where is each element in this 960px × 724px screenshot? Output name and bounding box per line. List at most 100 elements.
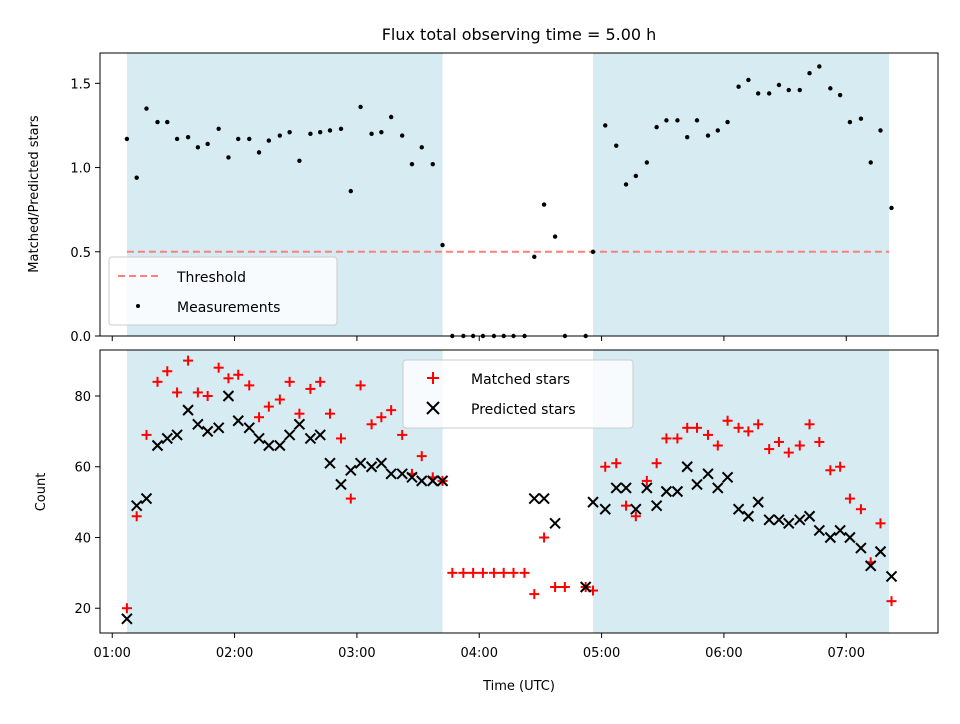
predicted-star-marker xyxy=(263,439,275,452)
predicted-star-marker xyxy=(121,613,133,625)
predicted-star-marker xyxy=(783,517,795,530)
matched-star-marker xyxy=(305,383,316,394)
matched-star-marker xyxy=(743,426,754,437)
predicted-star-marker xyxy=(579,581,592,593)
measurement-point xyxy=(247,136,252,142)
measurement-point xyxy=(776,82,782,88)
matched-star-marker xyxy=(223,373,234,384)
measurement-point xyxy=(603,123,608,128)
measurement-point xyxy=(369,131,374,137)
matched-star-marker xyxy=(324,408,335,419)
measurement-point xyxy=(430,161,435,167)
predicted-star-marker xyxy=(171,429,183,441)
matched-star-marker xyxy=(682,422,693,433)
measurement-point xyxy=(705,133,711,138)
matched-star-marker xyxy=(519,567,530,578)
predicted-star-marker xyxy=(416,475,428,487)
predicted-star-marker xyxy=(182,404,194,416)
measurement-point xyxy=(155,119,160,125)
measurement-point xyxy=(532,254,537,260)
measurement-point xyxy=(746,77,751,83)
matched-star-marker xyxy=(477,567,488,578)
y-tick-label: 80 xyxy=(74,390,91,405)
predicted-star-marker xyxy=(681,461,693,473)
measurement-point xyxy=(837,92,843,98)
x-tick-label: 02:00 xyxy=(216,646,253,661)
predicted-star-marker xyxy=(192,418,204,430)
measurement-point xyxy=(828,86,833,91)
measurement-point xyxy=(256,150,262,155)
measurement-point xyxy=(807,71,812,76)
predicted-star-marker xyxy=(691,478,703,491)
predicted-star-marker xyxy=(161,432,173,445)
matched-star-marker xyxy=(611,458,622,469)
observing-window-shade xyxy=(593,53,890,336)
measurement-point xyxy=(685,135,690,140)
matched-star-marker xyxy=(844,493,855,504)
measurement-point xyxy=(185,135,191,140)
matched-star-marker xyxy=(703,429,714,440)
matched-star-marker xyxy=(600,461,611,472)
y-tick-label: 0.0 xyxy=(70,330,91,345)
y-tick-label: 1.5 xyxy=(70,77,91,92)
matched-star-marker xyxy=(397,429,408,440)
matched-star-marker xyxy=(875,518,886,529)
matched-star-marker xyxy=(355,380,366,391)
y-tick-label: 40 xyxy=(74,531,91,546)
predicted-star-marker xyxy=(324,457,336,469)
predicted-star-marker xyxy=(874,545,887,558)
matched-star-marker xyxy=(202,390,213,401)
predicted-star-marker xyxy=(140,492,153,505)
measurement-point xyxy=(797,87,802,93)
measurement-point xyxy=(174,136,180,142)
predicted-star-marker xyxy=(396,468,408,480)
ratio-legend-box xyxy=(108,256,338,326)
matched-legend-swatch xyxy=(427,372,439,384)
matched-star-marker xyxy=(376,412,387,423)
measurement-point xyxy=(195,145,201,150)
y-tick-label: 0.5 xyxy=(70,246,91,261)
predicted-star-marker xyxy=(253,432,265,445)
measurement-point xyxy=(654,124,659,130)
y-tick-label: 60 xyxy=(74,461,91,476)
predicted-legend-label: Predicted stars xyxy=(471,402,576,418)
predicted-star-marker xyxy=(742,510,755,522)
matched-star-marker xyxy=(315,376,326,387)
measurement-point xyxy=(614,143,619,148)
predicted-star-marker xyxy=(813,524,826,537)
predicted-star-marker xyxy=(803,510,816,522)
matched-star-marker xyxy=(794,440,805,451)
measurement-point xyxy=(409,161,415,167)
matched-legend-label: Matched stars xyxy=(471,372,570,388)
measurement-point xyxy=(236,136,241,142)
predicted-star-marker xyxy=(763,514,775,526)
measurement-point xyxy=(786,87,791,93)
matched-star-marker xyxy=(447,567,458,578)
matched-star-marker xyxy=(550,582,561,593)
matched-star-marker xyxy=(336,433,347,444)
predicted-star-marker xyxy=(773,514,785,526)
predicted-star-marker xyxy=(855,542,867,554)
predicted-star-marker xyxy=(304,432,317,445)
matched-star-marker xyxy=(529,589,540,600)
matched-star-marker xyxy=(722,415,733,426)
matched-star-marker xyxy=(254,412,265,423)
measurement-point xyxy=(623,182,629,187)
matched-star-marker xyxy=(773,436,784,447)
predicted-star-marker xyxy=(712,482,724,494)
measurement-point xyxy=(664,118,669,123)
matched-star-marker xyxy=(753,419,764,430)
matched-star-marker xyxy=(764,444,775,455)
measurement-point xyxy=(348,188,353,194)
predicted-star-marker xyxy=(834,524,846,537)
measurement-point xyxy=(725,119,730,125)
measurement-point xyxy=(590,249,596,254)
matched-star-marker xyxy=(712,440,723,451)
predicted-star-marker xyxy=(406,471,418,484)
measurement-point xyxy=(308,131,313,137)
predicted-star-marker xyxy=(222,390,235,402)
predicted-star-marker xyxy=(354,457,367,469)
matched-star-marker xyxy=(672,433,683,444)
x-axis-label: Time (UTC) xyxy=(482,679,555,694)
